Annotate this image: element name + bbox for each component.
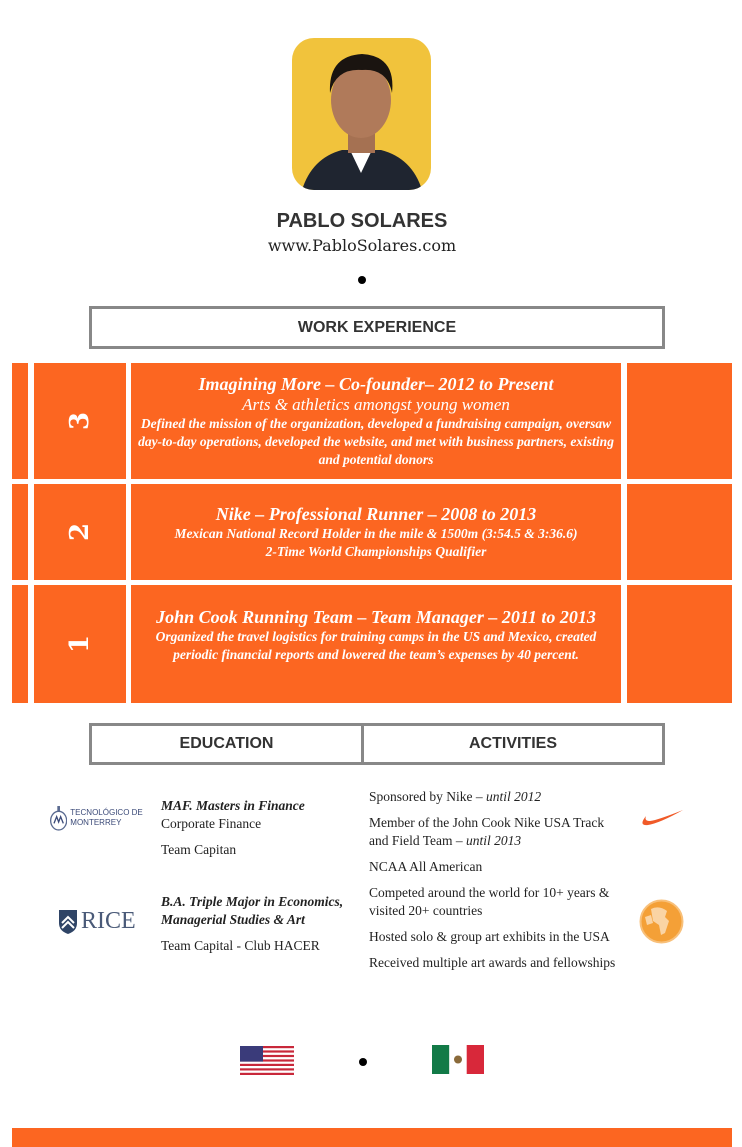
education-heading: EDUCATION [89,723,364,765]
activities-heading: ACTIVITIES [361,723,665,765]
job-subtitle: Arts & athletics amongst young women [242,394,510,414]
timeline-bar [12,585,28,703]
job-number: 1 [34,585,126,703]
activity-item: Competed around the world for 10+ years … [369,885,610,918]
job-title: John Cook Running Team – Team Manager – … [156,607,596,627]
timeline-bar [12,484,28,580]
rice-logo: RICE [58,908,136,935]
activity-item: Received multiple art awards and fellows… [369,955,616,970]
timeline-bar [12,363,28,479]
tec-monterrey-logo: TECNOLÓGICO DE MONTERREY [50,798,154,838]
job-card: Imagining More – Co-founder– 2012 to Pre… [131,363,621,479]
degree-extra: Team Capital - Club HACER [161,938,320,953]
job-side-block [627,363,732,479]
activities-group: Competed around the world for 10+ years … [369,884,619,980]
profile-name: PABLO SOLARES [276,210,448,232]
degree: MAF. Masters in Finance [161,798,305,813]
separator-dot [358,276,366,284]
nike-swoosh-icon [642,810,683,826]
activity-item: Hosted solo & group art exhibits in the … [369,929,610,944]
work-experience-heading: WORK EXPERIENCE [89,306,665,349]
degree-detail: Corporate Finance [161,816,262,831]
job-title: Imagining More – Co-founder– 2012 to Pre… [198,373,554,394]
education-item: MAF. Masters in Finance Corporate Financ… [161,797,351,867]
job-card: John Cook Running Team – Team Manager – … [131,585,621,703]
degree: B.A. Triple Major in Economics, Manageri… [161,894,344,927]
activity-item: Sponsored by Nike – until 2012 [369,789,542,804]
activities-group: Sponsored by Nike – until 2012 Member of… [369,788,619,884]
activity-item: NCAA All American [369,859,483,874]
usa-flag-icon [240,1046,294,1075]
separator-dot [359,1058,367,1066]
job-card: Nike – Professional Runner – 2008 to 201… [131,484,621,580]
education-item: B.A. Triple Major in Economics, Manageri… [161,893,351,963]
job-side-block [627,484,732,580]
job-description: Defined the mission of the organization,… [138,415,614,467]
profile-website[interactable]: www.PabloSolares.com [267,236,457,255]
job-description: Organized the travel logistics for train… [155,629,597,662]
job-line: Mexican National Record Holder in the mi… [174,525,578,541]
activity-item: Member of the John Cook Nike USA Track a… [369,815,605,848]
profile-photo [292,38,431,190]
job-side-block [627,585,732,703]
degree-extra: Team Capitan [161,842,237,857]
footer-bar [12,1128,732,1147]
job-number: 3 [34,363,126,479]
job-title: Nike – Professional Runner – 2008 to 201… [215,503,537,524]
job-line: 2-Time World Championships Qualifier [265,543,487,559]
mexico-flag-icon [432,1045,484,1074]
globe-icon [639,899,684,944]
job-number: 2 [34,484,126,580]
